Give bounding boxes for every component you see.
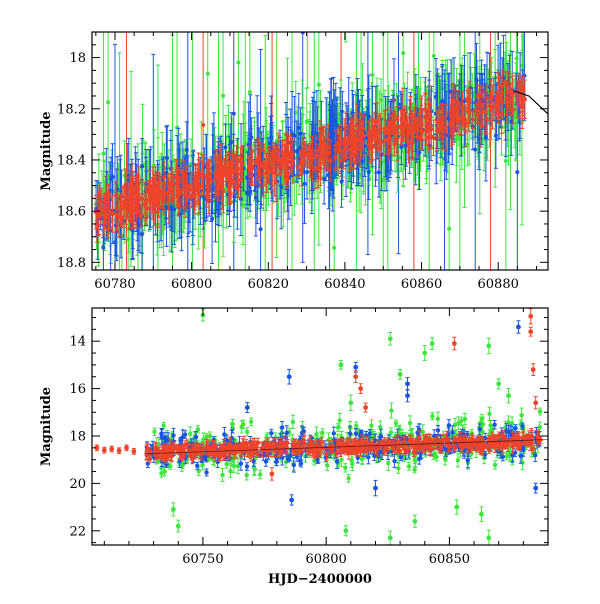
green-marker (305, 120, 309, 124)
red-marker (299, 168, 303, 172)
green-marker (221, 94, 225, 98)
blue-marker (399, 145, 403, 149)
blue-marker (185, 148, 189, 152)
blue-marker (292, 134, 296, 138)
blue-marker (367, 170, 371, 174)
green-marker (432, 54, 436, 58)
green-data-point (344, 0, 348, 42)
green-marker (454, 138, 458, 142)
green-marker (504, 159, 508, 163)
blue-marker (494, 134, 498, 138)
blue-marker (329, 113, 333, 117)
blue-marker (366, 112, 370, 116)
red-marker (178, 190, 182, 194)
blue-marker (245, 191, 249, 195)
blue-marker (305, 170, 309, 174)
red-marker (167, 199, 171, 203)
green-marker (236, 60, 240, 64)
blue-marker (303, 182, 307, 186)
blue-data-point (259, 50, 263, 409)
blue-marker (477, 136, 481, 140)
green-marker (248, 90, 252, 94)
blue-marker (126, 178, 130, 182)
blue-marker (340, 180, 344, 184)
blue-marker (434, 95, 438, 99)
red-data-point (489, 0, 493, 301)
blue-marker (515, 170, 519, 174)
green-marker (136, 282, 140, 286)
blue-marker (360, 159, 364, 163)
green-data-point (504, 0, 508, 355)
green-marker (379, 98, 383, 102)
green-data-point (354, 0, 358, 374)
green-marker (332, 246, 336, 250)
green-marker (196, 212, 200, 216)
blue-marker (299, 132, 303, 136)
blue-marker (151, 274, 155, 278)
green-marker (447, 227, 451, 231)
red-marker (485, 96, 489, 100)
blue-marker (254, 196, 258, 200)
blue-marker (101, 246, 105, 250)
green-marker (515, 56, 519, 60)
green-marker (206, 72, 210, 76)
green-marker (126, 237, 130, 241)
red-marker (201, 173, 205, 177)
blue-marker (140, 232, 144, 236)
green-marker (493, 19, 497, 23)
blue-marker (328, 297, 332, 301)
green-marker (101, 151, 105, 155)
blue-marker (172, 208, 176, 212)
blue-marker (210, 217, 214, 221)
blue-marker (334, 119, 338, 123)
green-marker (370, 73, 374, 77)
blue-marker (443, 278, 447, 282)
green-data-point (305, 0, 309, 88)
blue-marker (377, 170, 381, 174)
green-marker (317, 83, 321, 87)
green-marker (401, 51, 405, 55)
blue-marker (259, 227, 263, 231)
green-marker (106, 100, 110, 104)
blue-marker (223, 145, 227, 149)
